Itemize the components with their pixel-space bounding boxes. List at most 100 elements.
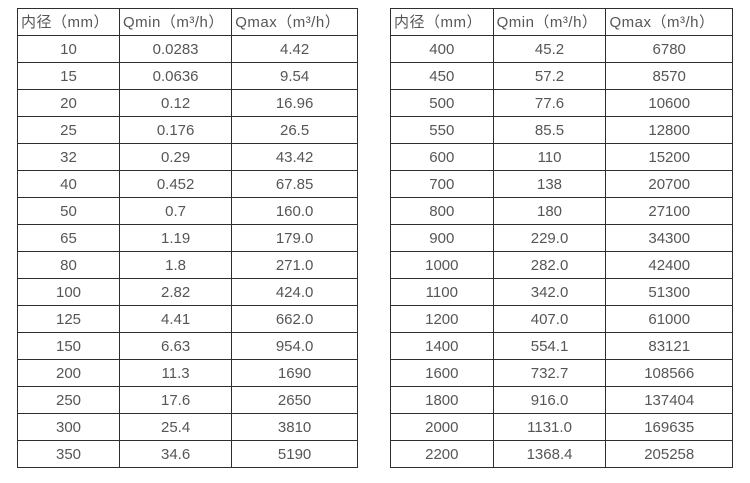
table-cell: 85.5 (492, 116, 607, 144)
table-row: 32 0.29 43.42 (17, 143, 358, 171)
table-cell: 3810 (231, 413, 358, 441)
table-row: 1000 282.0 42400 (390, 251, 733, 279)
table-cell: 5190 (231, 440, 358, 468)
table-cell: 1800 (390, 386, 494, 414)
table-cell: 350 (17, 440, 120, 468)
table-cell: 0.452 (118, 170, 233, 198)
table-cell: 9.54 (231, 62, 358, 90)
table-cell: 1.19 (118, 224, 233, 252)
table-cell: 0.176 (118, 116, 233, 144)
table-cell: 77.6 (492, 89, 607, 117)
table-cell: 169635 (605, 413, 733, 441)
table-cell: 51300 (605, 278, 733, 306)
flow-table-large-diameters: 内径（mm） Qmin（m³/h） Qmax（m³/h） 400 45.2 6780 450… (390, 8, 733, 468)
table-cell: 700 (390, 170, 494, 198)
table-cell: 110 (492, 143, 607, 171)
table-row: 40 0.452 67.85 (17, 170, 358, 198)
table-row: 450 57.2 8570 (390, 62, 733, 90)
table-cell: 20700 (605, 170, 733, 198)
column-header: 内径（mm） (17, 8, 120, 36)
table-cell: 424.0 (231, 278, 358, 306)
table-cell: 732.7 (492, 359, 607, 387)
table-row: 600 110 15200 (390, 143, 733, 171)
table-cell: 25 (17, 116, 120, 144)
column-header: Qmax（m³/h） (605, 8, 733, 36)
table-row: 500 77.6 10600 (390, 89, 733, 117)
table-cell: 1400 (390, 332, 494, 360)
table-cell: 2200 (390, 440, 494, 468)
table-cell: 40 (17, 170, 120, 198)
table-cell: 10 (17, 35, 120, 63)
table-cell: 17.6 (118, 386, 233, 414)
table-cell: 25.4 (118, 413, 233, 441)
table-cell: 0.29 (118, 143, 233, 171)
table-cell: 15 (17, 62, 120, 90)
table-cell: 300 (17, 413, 120, 441)
table-cell: 900 (390, 224, 494, 252)
table-cell: 200 (17, 359, 120, 387)
table-row: 100 2.82 424.0 (17, 278, 358, 306)
table-cell: 26.5 (231, 116, 358, 144)
table-cell: 80 (17, 251, 120, 279)
table-cell: 160.0 (231, 197, 358, 225)
table-cell: 400 (390, 35, 494, 63)
table-cell: 6.63 (118, 332, 233, 360)
table-cell: 1690 (231, 359, 358, 387)
table-cell: 15200 (605, 143, 733, 171)
table-cell: 32 (17, 143, 120, 171)
table-row: 15 0.0636 9.54 (17, 62, 358, 90)
table-cell: 2000 (390, 413, 494, 441)
table-cell: 83121 (605, 332, 733, 360)
table-cell: 34300 (605, 224, 733, 252)
table-cell: 2.82 (118, 278, 233, 306)
table-cell: 180 (492, 197, 607, 225)
table-row: 150 6.63 954.0 (17, 332, 358, 360)
table-cell: 20 (17, 89, 120, 117)
column-header: Qmin（m³/h） (118, 8, 233, 36)
column-header: Qmin（m³/h） (492, 8, 607, 36)
table-row: 20 0.12 16.96 (17, 89, 358, 117)
table-cell: 125 (17, 305, 120, 333)
table-cell: 45.2 (492, 35, 607, 63)
table-cell: 12800 (605, 116, 733, 144)
table-cell: 662.0 (231, 305, 358, 333)
table-cell: 0.7 (118, 197, 233, 225)
table-cell: 342.0 (492, 278, 607, 306)
table-cell: 229.0 (492, 224, 607, 252)
table-cell: 50 (17, 197, 120, 225)
table-cell: 1131.0 (492, 413, 607, 441)
table-cell: 1.8 (118, 251, 233, 279)
table-cell: 954.0 (231, 332, 358, 360)
table-row: 1400 554.1 83121 (390, 332, 733, 360)
table-cell: 4.41 (118, 305, 233, 333)
table-row: 1800 916.0 137404 (390, 386, 733, 414)
table-cell: 407.0 (492, 305, 607, 333)
table-cell: 150 (17, 332, 120, 360)
table-row: 2200 1368.4 205258 (390, 440, 733, 468)
table-row: 80 1.8 271.0 (17, 251, 358, 279)
table-cell: 1368.4 (492, 440, 607, 468)
table-row: 10 0.0283 4.42 (17, 35, 358, 63)
table-cell: 67.85 (231, 170, 358, 198)
table-cell: 1000 (390, 251, 494, 279)
column-header: Qmax（m³/h） (231, 8, 358, 36)
table-cell: 108566 (605, 359, 733, 387)
table-cell: 550 (390, 116, 494, 144)
table-cell: 61000 (605, 305, 733, 333)
table-cell: 57.2 (492, 62, 607, 90)
table-cell: 137404 (605, 386, 733, 414)
table-row: 25 0.176 26.5 (17, 116, 358, 144)
table-cell: 179.0 (231, 224, 358, 252)
table-row: 350 34.6 5190 (17, 440, 358, 468)
table-cell: 1600 (390, 359, 494, 387)
table-cell: 4.42 (231, 35, 358, 63)
table-cell: 1200 (390, 305, 494, 333)
table-cell: 16.96 (231, 89, 358, 117)
table-row: 200 11.3 1690 (17, 359, 358, 387)
header-row: 内径（mm） Qmin（m³/h） Qmax（m³/h） (17, 8, 358, 36)
table-row: 800 180 27100 (390, 197, 733, 225)
column-header: 内径（mm） (390, 8, 494, 36)
table-row: 50 0.7 160.0 (17, 197, 358, 225)
table-cell: 205258 (605, 440, 733, 468)
